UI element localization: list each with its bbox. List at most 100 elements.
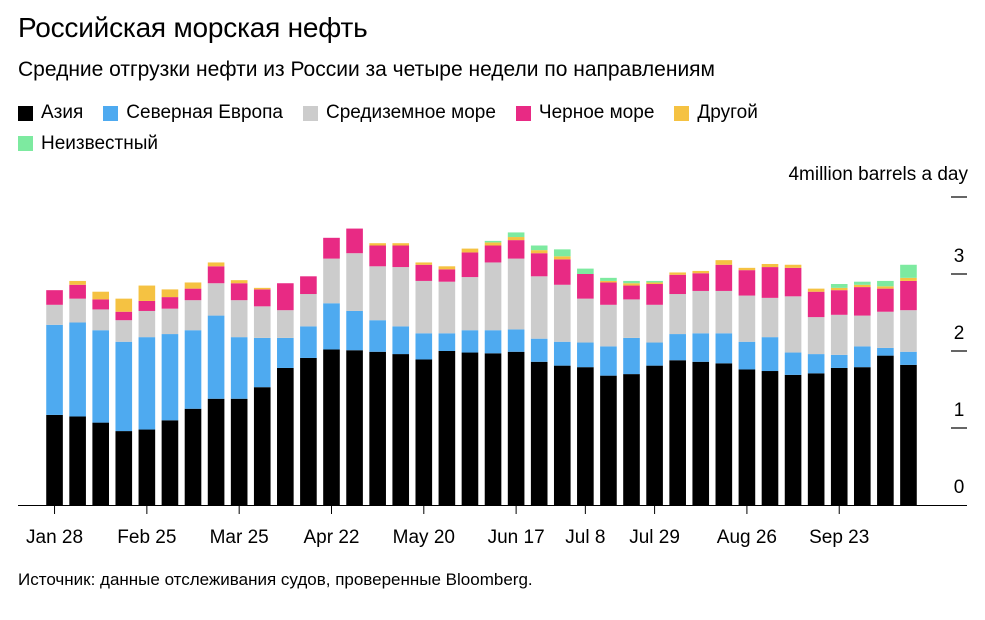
bar-segment xyxy=(738,341,756,370)
bar-segment xyxy=(184,330,202,409)
bar-segment xyxy=(461,330,479,353)
bar-segment xyxy=(369,320,386,352)
legend-label: Азия xyxy=(41,102,84,123)
bar-segment xyxy=(577,274,594,299)
bar-segment xyxy=(900,351,917,365)
bar-segment xyxy=(669,272,686,275)
bar-segment xyxy=(415,359,433,505)
bar-segment xyxy=(853,315,871,347)
bar-segment xyxy=(230,283,248,301)
bar-segment xyxy=(207,262,225,267)
bar-segment xyxy=(553,256,571,260)
bar-segment xyxy=(900,310,917,352)
bar-segment xyxy=(92,291,110,300)
bar-segment xyxy=(415,280,433,334)
bar-segment xyxy=(184,300,202,331)
bar-segment xyxy=(161,289,179,298)
bar-segment xyxy=(507,240,525,259)
bar-segment xyxy=(623,337,640,375)
bar-segment xyxy=(277,367,294,505)
x-tick-label: Jun 17 xyxy=(488,527,545,548)
x-tick-label: Feb 25 xyxy=(117,527,176,548)
bar-segment xyxy=(484,242,502,246)
chart-subtitle: Средние отгрузки нефти из России за четы… xyxy=(18,58,715,81)
bar-segment xyxy=(646,365,663,505)
bar-segment xyxy=(853,346,871,368)
bar-segment xyxy=(530,245,548,251)
bar-segment xyxy=(230,337,248,399)
stacked-bar-chart: 0 1 2 3 Jan 28 Feb 25 Mar 25 Apr 22 May 20 Jun 17… xyxy=(18,196,967,548)
bar-segment xyxy=(484,262,502,331)
x-tick-label: Mar 25 xyxy=(210,527,269,548)
bar-segment xyxy=(161,420,179,505)
bar-segment xyxy=(784,374,802,505)
bar-segment xyxy=(600,282,617,305)
bar-segment xyxy=(253,287,271,290)
bar-segment xyxy=(715,260,733,265)
legend-item: Северная Европа xyxy=(103,99,283,127)
bar-segment xyxy=(623,299,640,338)
bar-segment xyxy=(323,303,340,350)
bar-segment xyxy=(530,250,548,254)
bar-segment xyxy=(646,342,663,366)
bar-segment xyxy=(138,310,156,338)
bar-segment xyxy=(877,355,894,505)
bar-segment xyxy=(507,351,525,505)
bar-segment xyxy=(646,280,663,283)
source-note: Источник: данные отслеживания судов, про… xyxy=(18,570,533,589)
bar-segment xyxy=(900,264,917,278)
y-tick-label: 0 xyxy=(954,477,965,498)
x-tick-label: Jan 28 xyxy=(26,527,83,548)
bar-segment xyxy=(346,253,363,311)
bar-segment xyxy=(277,310,294,338)
chart-title: Российская морская нефть xyxy=(18,12,368,43)
bar-segment xyxy=(507,329,525,352)
bar-segment xyxy=(69,416,86,505)
bar-segment xyxy=(300,294,317,327)
bar-segment xyxy=(277,283,294,311)
bar-segment xyxy=(553,249,571,257)
bar-segment xyxy=(207,283,225,316)
bar-segment xyxy=(392,243,410,246)
bar-segment xyxy=(161,297,179,309)
bar-segment xyxy=(669,274,686,295)
bar-segment xyxy=(184,288,202,301)
bar-segment xyxy=(807,317,825,355)
bar-segment xyxy=(415,262,433,265)
bar-segment xyxy=(346,350,363,505)
bar-segment xyxy=(830,287,848,291)
x-tick-label: Sep 23 xyxy=(809,527,869,548)
bar-segment xyxy=(46,304,63,325)
bar-segment xyxy=(646,282,663,285)
bar-segment xyxy=(484,330,502,354)
bar-segment xyxy=(46,290,63,305)
bar-segment xyxy=(761,371,779,505)
x-tick-label: May 20 xyxy=(393,527,455,548)
legend-item: Другой xyxy=(674,99,758,127)
bar-segment xyxy=(600,375,617,505)
bar-segment xyxy=(669,294,686,335)
bar-segment xyxy=(900,364,917,505)
bar-segment xyxy=(553,341,571,366)
bar-segment xyxy=(69,280,86,285)
bar-segment xyxy=(761,297,779,338)
bar-segment xyxy=(484,245,502,263)
legend-item: Неизвестный xyxy=(18,130,158,158)
bar-segment xyxy=(461,248,479,253)
bar-segment xyxy=(415,333,433,360)
bar-segment xyxy=(161,334,179,421)
bar-segment xyxy=(253,387,271,505)
x-tick-label: Jul 29 xyxy=(629,527,680,548)
bar-segment xyxy=(830,284,848,288)
bar-segment xyxy=(369,245,386,267)
bar-segment xyxy=(69,298,86,323)
legend-swatch xyxy=(674,105,690,121)
bar-segment xyxy=(623,285,640,300)
y-tick-label: 3 xyxy=(954,246,965,267)
legend-swatch xyxy=(18,105,33,121)
bar-segment xyxy=(369,351,386,505)
legend-label: Неизвестный xyxy=(41,132,159,154)
bar-segment xyxy=(392,245,410,268)
bar-segment xyxy=(369,243,386,246)
bar-segment xyxy=(807,373,825,505)
